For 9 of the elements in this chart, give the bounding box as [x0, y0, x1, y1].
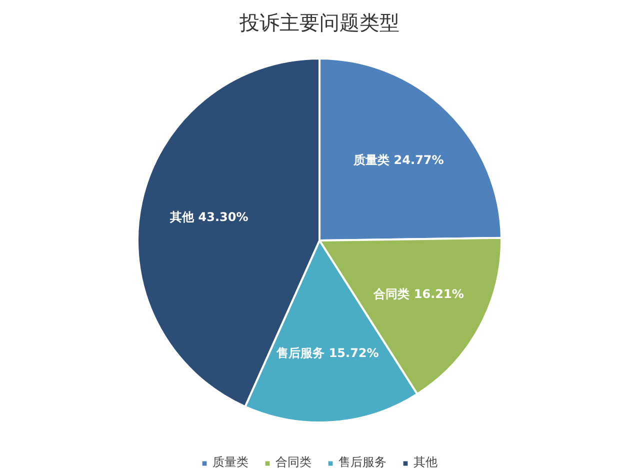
chart-title: 投诉主要问题类型 — [238, 10, 400, 34]
category-label: 其他 43.30% — [170, 210, 248, 224]
legend-label: 售后服务 — [338, 454, 386, 471]
legend-label: 合同类 — [276, 454, 312, 471]
legend-label: 质量类 — [212, 454, 248, 471]
legend-label: 其他 — [414, 454, 438, 471]
category-label: 合同类 16.21% — [374, 287, 464, 302]
category-label: 售后服务 15.72% — [276, 346, 379, 360]
category-label: 质量类 24.77% — [354, 153, 444, 168]
